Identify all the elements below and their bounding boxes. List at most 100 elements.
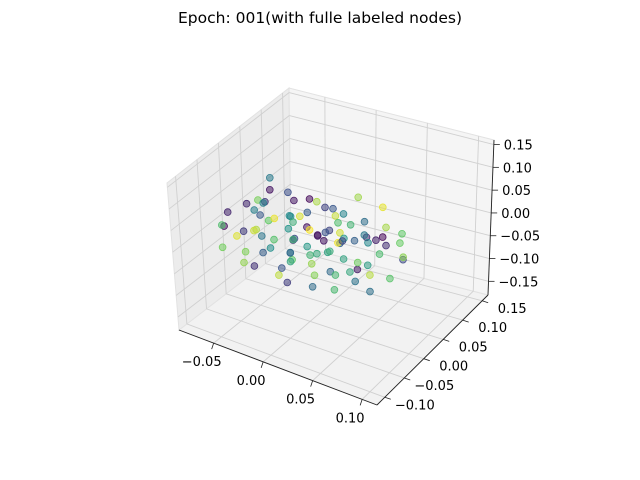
y-grid-left [282, 92, 286, 249]
scatter-point [319, 237, 328, 245]
scatter-point [233, 232, 241, 240]
scatter-point [295, 212, 304, 221]
z-tick-label: 0.00 [501, 207, 530, 222]
scatter-point [259, 199, 268, 207]
scatter-point [265, 186, 274, 194]
chart-title: Epoch: 001(with fulle labeled nodes) [178, 9, 462, 27]
x-tick-mark [211, 342, 215, 350]
x-tick-label: 0.00 [237, 374, 266, 389]
x-grid-floor [361, 290, 474, 400]
scatter-point [313, 231, 322, 239]
x-tick-mark [359, 399, 363, 406]
scatter-point [241, 247, 250, 256]
z-grid-back [289, 138, 493, 191]
scatter-point [372, 236, 380, 245]
scatter-point [363, 261, 372, 270]
x-axis-line [178, 329, 378, 406]
scatter-point [250, 262, 259, 270]
scatter-point [277, 264, 286, 272]
scatter-point [360, 231, 369, 239]
x-tick-mark [310, 380, 314, 387]
z-tick-label: −0.05 [500, 230, 540, 245]
scatter-point [284, 188, 292, 197]
scatter-point [305, 226, 314, 234]
scatter-point [321, 228, 330, 237]
scatter-point [366, 271, 374, 279]
z-grid-left [168, 115, 290, 210]
z-tick-label: 0.15 [504, 139, 533, 154]
y-grid-floor [226, 293, 424, 360]
scatter-point [364, 239, 372, 247]
y-tick-mark [384, 396, 391, 400]
z-grid-back [290, 183, 491, 237]
scatter-point [353, 258, 362, 267]
scatter-point [386, 274, 394, 283]
y-tick-label: 0.15 [498, 302, 527, 317]
x-tick-label: 0.05 [286, 393, 315, 408]
y-tick-mark [423, 358, 430, 362]
scatter-point [303, 208, 312, 217]
scatter-point [303, 242, 312, 251]
z-tick-label: −0.10 [499, 253, 539, 268]
scatter-point [331, 212, 340, 220]
scatter-point [338, 237, 347, 245]
x-grid-back [472, 136, 480, 292]
y-tick-label: 0.00 [439, 360, 468, 375]
scatter-point [266, 244, 275, 252]
z-tick-label: 0.10 [503, 161, 532, 176]
scatter-point [289, 235, 297, 244]
y-tick-label: 0.10 [478, 321, 507, 336]
scatter-point [310, 271, 319, 280]
scatter-point [399, 253, 408, 262]
y-tick-mark [462, 319, 469, 323]
x-axis-tick-labels: −0.05 0.00 0.05 0.10 [182, 355, 365, 426]
scatter-point [223, 208, 232, 216]
scatter-point [290, 196, 298, 205]
scatter-point [265, 174, 274, 182]
scatter-point [305, 195, 314, 203]
scatter-point [307, 259, 316, 268]
z-grid-left [167, 92, 290, 188]
scatter-point [270, 214, 279, 223]
scatter-points [218, 174, 408, 296]
z-axis-tick-labels: −0.15 −0.10 −0.05 0.00 0.05 0.10 0.15 [499, 139, 541, 291]
scatter-point [330, 285, 339, 294]
scatter-point [306, 251, 314, 259]
scatter-point [250, 206, 259, 214]
y-tick-label: 0.05 [459, 340, 488, 355]
scatter-point [259, 248, 267, 257]
x-grid-floor [213, 252, 326, 344]
scatter-point [346, 268, 354, 276]
scatter-point [321, 203, 329, 212]
scatter-point [289, 218, 297, 226]
y-axis-tick-labels: −0.10 −0.05 0.00 0.05 0.10 0.15 [395, 302, 527, 414]
z-grid-back [290, 206, 490, 259]
scatter-point [250, 226, 258, 235]
scatter-point [286, 249, 295, 257]
scatter-point [336, 229, 344, 237]
scatter-point [360, 217, 369, 226]
tick-marks [211, 144, 500, 406]
scatter-point [378, 233, 387, 241]
y-tick-label: −0.10 [395, 398, 435, 413]
scatter-point [353, 265, 362, 274]
z-grid-back [289, 160, 492, 214]
scatter-point [375, 250, 384, 258]
scatter-point [398, 230, 406, 238]
grid-lines [167, 92, 494, 400]
scatter-point [354, 193, 363, 202]
scatter-point [275, 271, 283, 279]
scatter-point [218, 243, 227, 252]
x-grid-back [423, 123, 428, 279]
scatter-point [286, 257, 295, 266]
axis-lines [178, 139, 495, 406]
scatter-point [270, 235, 278, 244]
y-tick-label: −0.05 [414, 379, 454, 394]
y-tick-mark [404, 377, 411, 381]
z-grid-back [288, 92, 494, 145]
scatter-point [326, 267, 335, 276]
scatter-point [329, 204, 337, 213]
scatter-point [242, 199, 251, 208]
x-tick-mark [260, 361, 264, 369]
